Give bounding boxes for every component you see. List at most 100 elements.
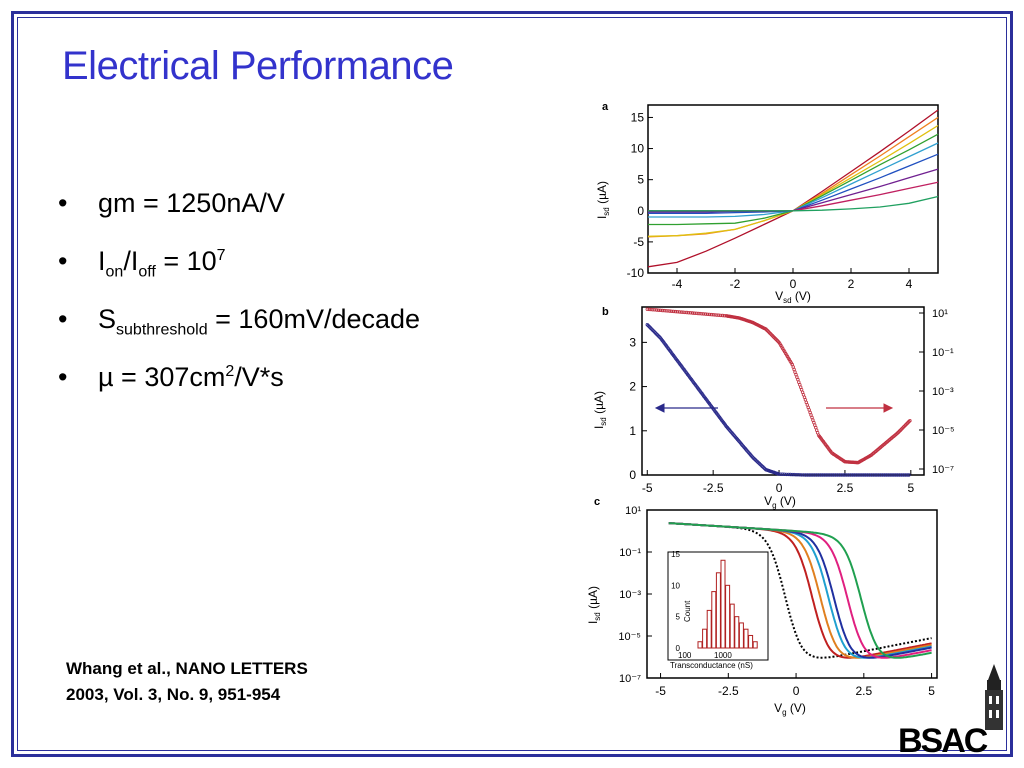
panel-b-point-1 [671,309,676,314]
panel-b-ytick-label: 0 [629,468,636,482]
panel-b-point-0 [867,473,872,477]
inset-bar [738,622,744,649]
panel-b-point-1 [711,313,715,317]
panel-label-c: c [594,496,600,508]
panel-b-point-1 [702,312,706,316]
panel-b-point-0 [828,473,832,477]
panel-a-frame [647,104,939,274]
panel-b-point-0 [822,473,826,477]
panel-b-plot: -5 -2.5 0 2.5 5 0 1 2 3 10¹ 10⁻¹ 10⁻³ 10⁻⁵ 10⁻⁷ [629,307,955,495]
inset-ylabel: Count [683,600,692,622]
panel-b-point-1 [700,312,704,316]
panel-b-point-1 [660,308,664,313]
panel-b-point-0 [860,473,864,477]
panel-b-point-1 [715,313,719,317]
bullet-mobility: • µ = 307cm2/V*s [58,362,420,420]
panel-b-point-1 [681,310,685,314]
panel-b-point-0 [784,472,789,477]
inset-xtick-label: 1000 [714,651,732,660]
panel-a-ytick-label: -5 [633,235,644,249]
panel-b-point-0 [824,473,828,477]
panel-b-point-0 [790,472,794,477]
panel-c-series-6 [668,522,932,659]
bullet-text: /I [123,246,139,276]
panel-b-point-0 [873,473,877,477]
panel-a-ytick-label: 0 [637,204,644,218]
bullet-gm: • gm = 1250nA/V [58,188,420,246]
panel-a-series-8 [648,195,939,212]
panel-b-point-1 [696,311,700,316]
inset-bar [715,572,721,649]
panel-b-point-0 [850,473,855,477]
panel-b-point-0 [831,473,836,477]
panel-b-rtick-label: 10¹ [932,308,948,320]
panel-b-point-0 [805,473,809,477]
citation: Whang et al., NANO LETTERS 2003, Vol. 3,… [66,656,308,708]
panel-b-point-0 [781,472,785,476]
panel-b-point-0 [811,473,815,477]
bullet-on-off-ratio: • Ion/Ioff = 107 [58,246,420,304]
slide-title: Electrical Performance [62,44,454,88]
panel-b-point-0 [907,473,911,477]
panel-c-ytick-label: 10⁻⁷ [619,673,641,685]
panel-b-point-0 [818,473,823,477]
bullet-text: S [98,304,117,334]
panel-a-xtick-label: 4 [906,277,913,291]
panel-c-xtick-label: -5 [655,684,666,698]
panel-b-point-0 [837,473,841,477]
panel-b-point-1 [653,308,657,312]
panel-c-xtick-label: 5 [928,684,935,698]
panel-b-point-1 [655,308,659,312]
panel-a-series-4 [648,142,939,218]
panel-b-xtick-label: 0 [776,481,783,495]
bullet-dot: • [58,188,68,218]
panel-c-xtick-label: -2.5 [718,684,739,698]
panel-c-series-0 [668,522,932,659]
slide-inner-border [17,17,1007,751]
bullet-dot: • [58,246,68,276]
panel-b-point-0 [786,472,791,477]
panel-b-point-0 [796,473,800,477]
panel-b-point-0 [854,473,858,477]
panel-c-ytick-label: 10⁻³ [619,589,641,601]
panel-b-xtick-label: -2.5 [703,481,724,495]
panel-c-plot: -5 -2.5 0 2.5 5 10¹ 10⁻¹ 10⁻³ 10⁻⁵ 10⁻⁷ 0 5 10 15 100 1… [618,505,935,698]
inset-bar [734,616,740,649]
panel-b-point-0 [901,473,905,477]
panel-label-a: a [602,101,609,113]
panel-b-point-1 [698,311,702,316]
inset-bar [720,559,726,649]
panel-b-point-0 [830,473,834,477]
panel-b-point-0 [858,473,862,477]
panel-b-point-0 [835,473,840,477]
inset-ytick-label: 10 [671,581,680,590]
bullet-dot: • [58,304,68,334]
panel-b-point-1 [717,313,721,317]
bullet-text: gm = 1250nA/V [98,188,285,218]
inset-bar [702,628,708,649]
panel-b-point-0 [886,473,890,477]
inset-bar [729,603,735,649]
inset-bar [725,584,731,649]
panel-b-point-0 [813,473,817,477]
panel-b-point-0 [848,473,853,477]
panel-b-point-0 [869,473,873,477]
panel-b-point-0 [863,473,868,477]
citation-line-2: 2003, Vol. 3, No. 9, 951-954 [66,685,281,704]
inset-bar [711,591,717,649]
panel-b-point-0 [809,473,813,477]
panel-b-point-0 [897,473,902,477]
panel-a-ylabel: Isd (µA) [595,181,611,219]
panel-b-frame [641,306,925,476]
bullet-subthreshold: • Ssubthreshold = 160mV/decade [58,304,420,362]
panel-b-point-0 [856,473,860,477]
panel-b-point-1 [675,310,680,314]
panel-c-xtick-label: 0 [793,684,800,698]
citation-line-1: Whang et al., NANO LETTERS [66,659,308,678]
panel-b-point-0 [899,473,904,477]
inset-xlabel: Transconductance (nS) [670,661,753,670]
bullet-list: • gm = 1250nA/V • Ion/Ioff = 107 • Ssubt… [58,188,420,420]
logo-text: BSAC [898,722,988,760]
panel-b-point-1 [668,309,672,313]
panel-c-ytick-label: 10⁻⁵ [618,631,641,643]
